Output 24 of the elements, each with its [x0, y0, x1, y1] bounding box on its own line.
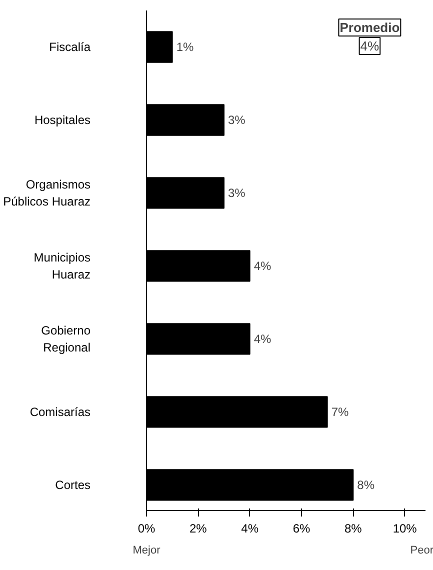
- y-tick-label: Gobierno Regional: [41, 324, 91, 354]
- data-label: 8%: [357, 478, 375, 492]
- data-label: 1%: [176, 40, 194, 54]
- x-tick-label: 8%: [344, 522, 362, 536]
- y-tick-label: Municipios Huaraz: [34, 250, 91, 282]
- data-label: 7%: [331, 404, 350, 419]
- data-label: 3%: [228, 186, 246, 200]
- y-tick-label: Comisarías: [30, 404, 91, 419]
- annotation: Promedio: [340, 20, 400, 36]
- y-tick-label: Organismos Públicos Huaraz: [3, 178, 90, 208]
- x-tick-label: 6%: [292, 522, 310, 536]
- x-tick-label: 2%: [189, 522, 208, 536]
- data-label: 4%: [254, 258, 272, 273]
- y-tick-label: Cortes: [55, 478, 90, 492]
- y-tick-label: Hospitales: [34, 112, 91, 127]
- data-label: 3%: [228, 112, 246, 127]
- x-tick-label: 0%: [138, 522, 156, 536]
- text: Mejor: [132, 544, 161, 556]
- x-tick-label: 10%: [392, 522, 418, 536]
- y-tick-label: Fiscalía: [49, 40, 91, 54]
- x-tick-label: 4%: [241, 522, 259, 536]
- annotation: 4%: [360, 38, 380, 54]
- text: Peor: [410, 544, 433, 556]
- data-label: 4%: [254, 332, 272, 346]
